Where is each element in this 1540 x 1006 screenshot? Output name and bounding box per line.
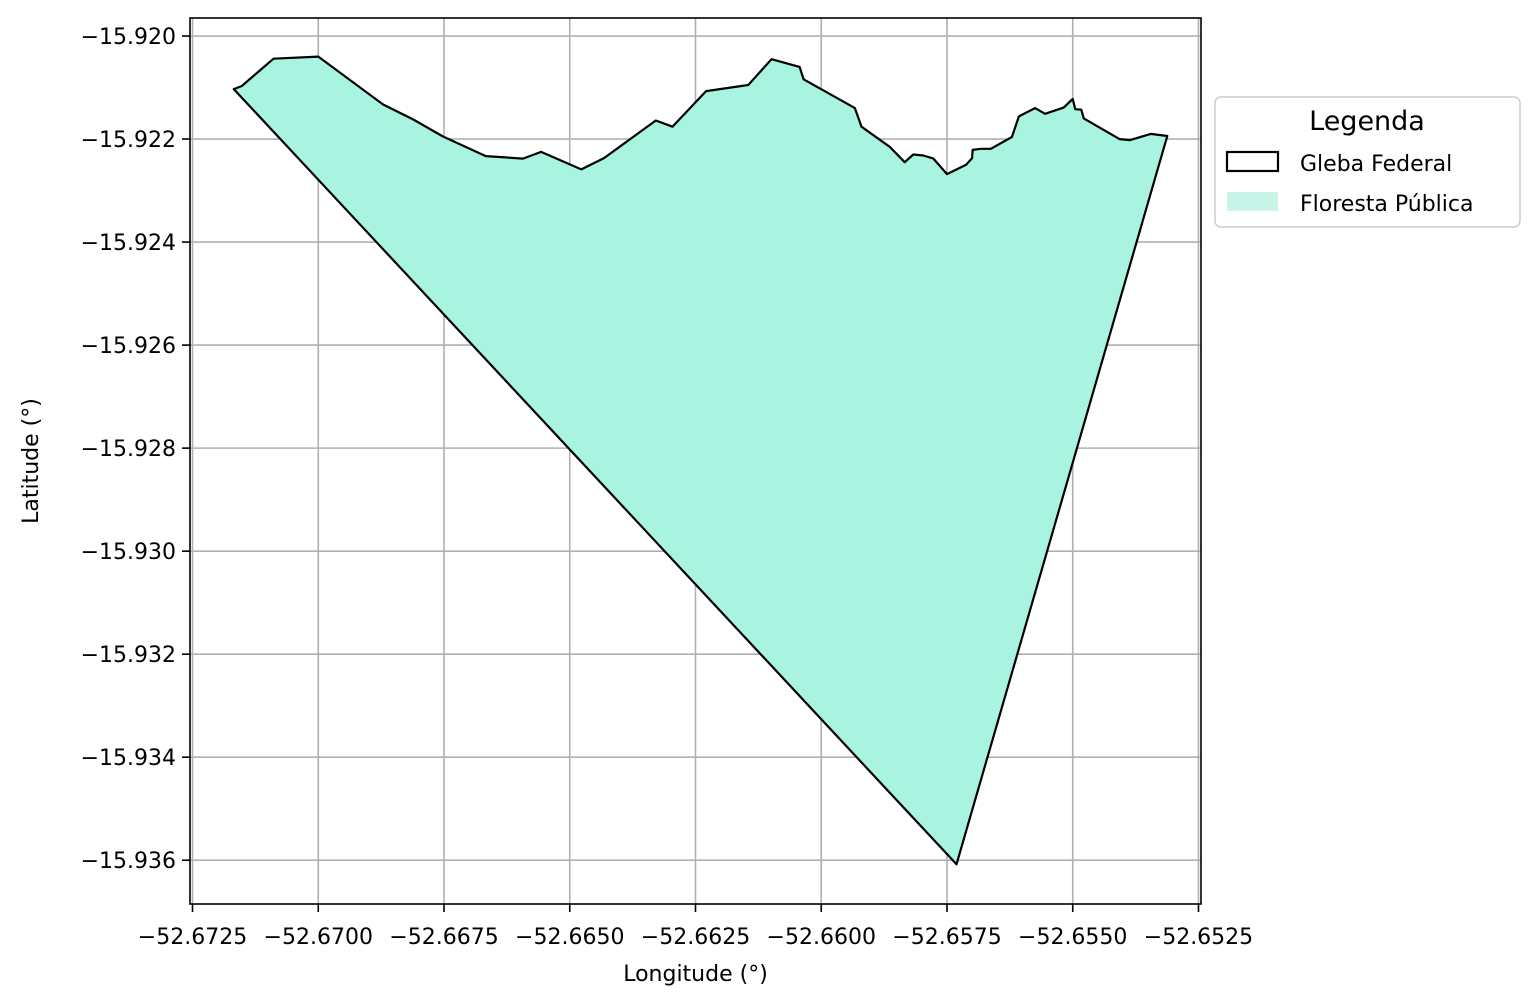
y-tick-label: −15.926 <box>81 334 176 359</box>
y-tick-label: −15.924 <box>81 231 176 256</box>
y-tick-label: −15.930 <box>81 540 176 565</box>
x-tick-label: −52.6700 <box>264 925 373 950</box>
x-tick-label: −52.6550 <box>1018 925 1127 950</box>
x-tick-label: −52.6725 <box>138 925 247 950</box>
data-layer <box>232 55 1169 866</box>
x-tick-label: −52.6525 <box>1144 925 1253 950</box>
x-axis-label: Longitude (°) <box>623 962 768 987</box>
forest-area-fill <box>233 56 1168 865</box>
legend-swatch-floresta-publica <box>1227 192 1278 211</box>
legend: Legenda Gleba Federal Floresta Pública <box>1214 96 1521 228</box>
legend-label-gleba-federal: Gleba Federal <box>1300 152 1452 177</box>
y-tick-label: −15.928 <box>81 437 176 462</box>
y-tick-label: −15.936 <box>81 849 176 874</box>
x-tick-label: −52.6650 <box>515 925 624 950</box>
x-tick-label: −52.6575 <box>892 925 1001 950</box>
y-tick-label: −15.934 <box>81 746 176 771</box>
y-tick-label: −15.932 <box>81 643 176 668</box>
y-axis-label: Latitude (°) <box>19 398 44 524</box>
x-tick-label: −52.6600 <box>767 925 876 950</box>
legend-title: Legenda <box>1309 106 1425 137</box>
y-axis-ticks: −15.920 −15.922 −15.924 −15.926 −15.928 −15.9… <box>81 25 190 874</box>
gleba-federal-boundary <box>232 55 1169 866</box>
legend-frame <box>1214 96 1521 228</box>
legend-label-floresta-publica: Floresta Pública <box>1300 192 1473 217</box>
x-axis-ticks: −52.6725 −52.6700 −52.6675 −52.6650 −52.6625… <box>138 904 1253 950</box>
y-tick-label: −15.922 <box>81 128 176 153</box>
y-tick-label: −15.920 <box>81 25 176 50</box>
x-tick-label: −52.6625 <box>641 925 750 950</box>
x-tick-label: −52.6675 <box>389 925 498 950</box>
legend-swatch-gleba-federal <box>1225 150 1280 173</box>
